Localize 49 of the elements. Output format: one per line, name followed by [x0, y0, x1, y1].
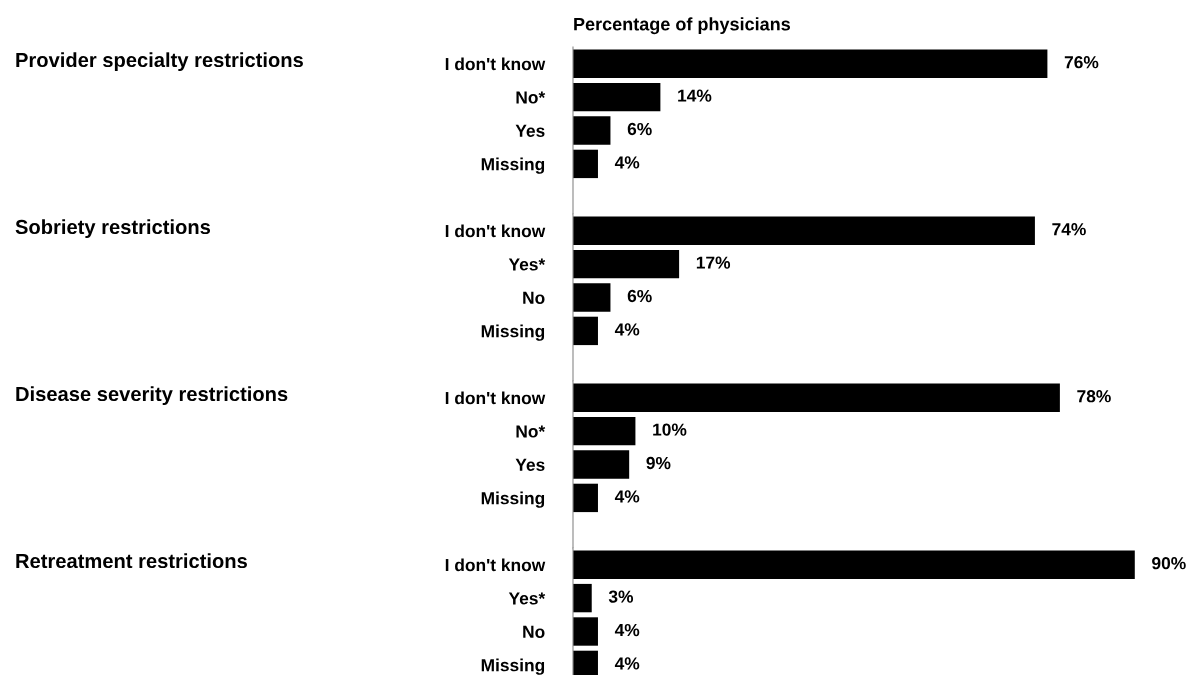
- data-label: 9%: [646, 456, 671, 470]
- bar: [573, 316, 598, 346]
- data-label: 90%: [1152, 557, 1186, 570]
- y-tick-label: No: [523, 625, 545, 638]
- bar: [573, 249, 680, 279]
- x-axis-title: Percentage of physicians: [574, 17, 791, 35]
- y-tick-label: I don't know: [445, 224, 546, 238]
- bar: [573, 216, 1035, 245]
- data-label: 78%: [1077, 390, 1111, 403]
- data-label: 76%: [1064, 56, 1099, 69]
- data-label: 4%: [614, 490, 640, 503]
- bar: [573, 149, 598, 179]
- bar: [573, 116, 611, 145]
- data-label: 74%: [1052, 223, 1086, 236]
- y-tick-label: I don't know: [445, 558, 546, 572]
- y-tick-label: Yes*: [508, 258, 546, 271]
- data-label: 10%: [653, 423, 687, 436]
- y-tick-label: No*: [516, 425, 546, 438]
- data-label: 6%: [627, 122, 652, 136]
- bar: [573, 383, 1060, 412]
- data-label: 17%: [696, 256, 731, 269]
- y-axis-title: Retreatment restrictions: [16, 553, 247, 569]
- y-tick-label: No*: [516, 91, 546, 104]
- bar: [573, 416, 636, 446]
- data-label: 6%: [627, 289, 652, 303]
- y-tick-label: Yes: [515, 124, 545, 137]
- y-axis-title: Disease severity restrictions: [16, 386, 288, 406]
- y-tick-label: Yes: [515, 458, 545, 471]
- data-label: 4%: [614, 156, 640, 169]
- y-tick-label: Missing: [481, 324, 545, 341]
- bar: [573, 483, 598, 513]
- y-tick-label: No: [523, 291, 545, 304]
- bar: [573, 49, 1048, 78]
- y-axis-title: Provider specialty restrictions: [16, 52, 303, 72]
- y-tick-label: Missing: [481, 157, 545, 174]
- y-tick-label: I don't know: [445, 57, 546, 71]
- bar: [573, 450, 630, 479]
- y-tick-label: I don't know: [445, 391, 546, 405]
- data-label: 4%: [614, 657, 640, 670]
- y-tick-label: Missing: [481, 491, 545, 508]
- data-label: 14%: [678, 89, 712, 102]
- data-label: 3%: [608, 590, 634, 603]
- y-axis-title: Sobriety restrictions: [15, 219, 211, 239]
- y-tick-label: Missing: [481, 658, 545, 675]
- data-label: 4%: [614, 323, 640, 336]
- data-label: 4%: [614, 623, 640, 637]
- bar: [573, 82, 661, 112]
- bar: [573, 283, 611, 312]
- y-tick-label: Yes*: [508, 592, 546, 605]
